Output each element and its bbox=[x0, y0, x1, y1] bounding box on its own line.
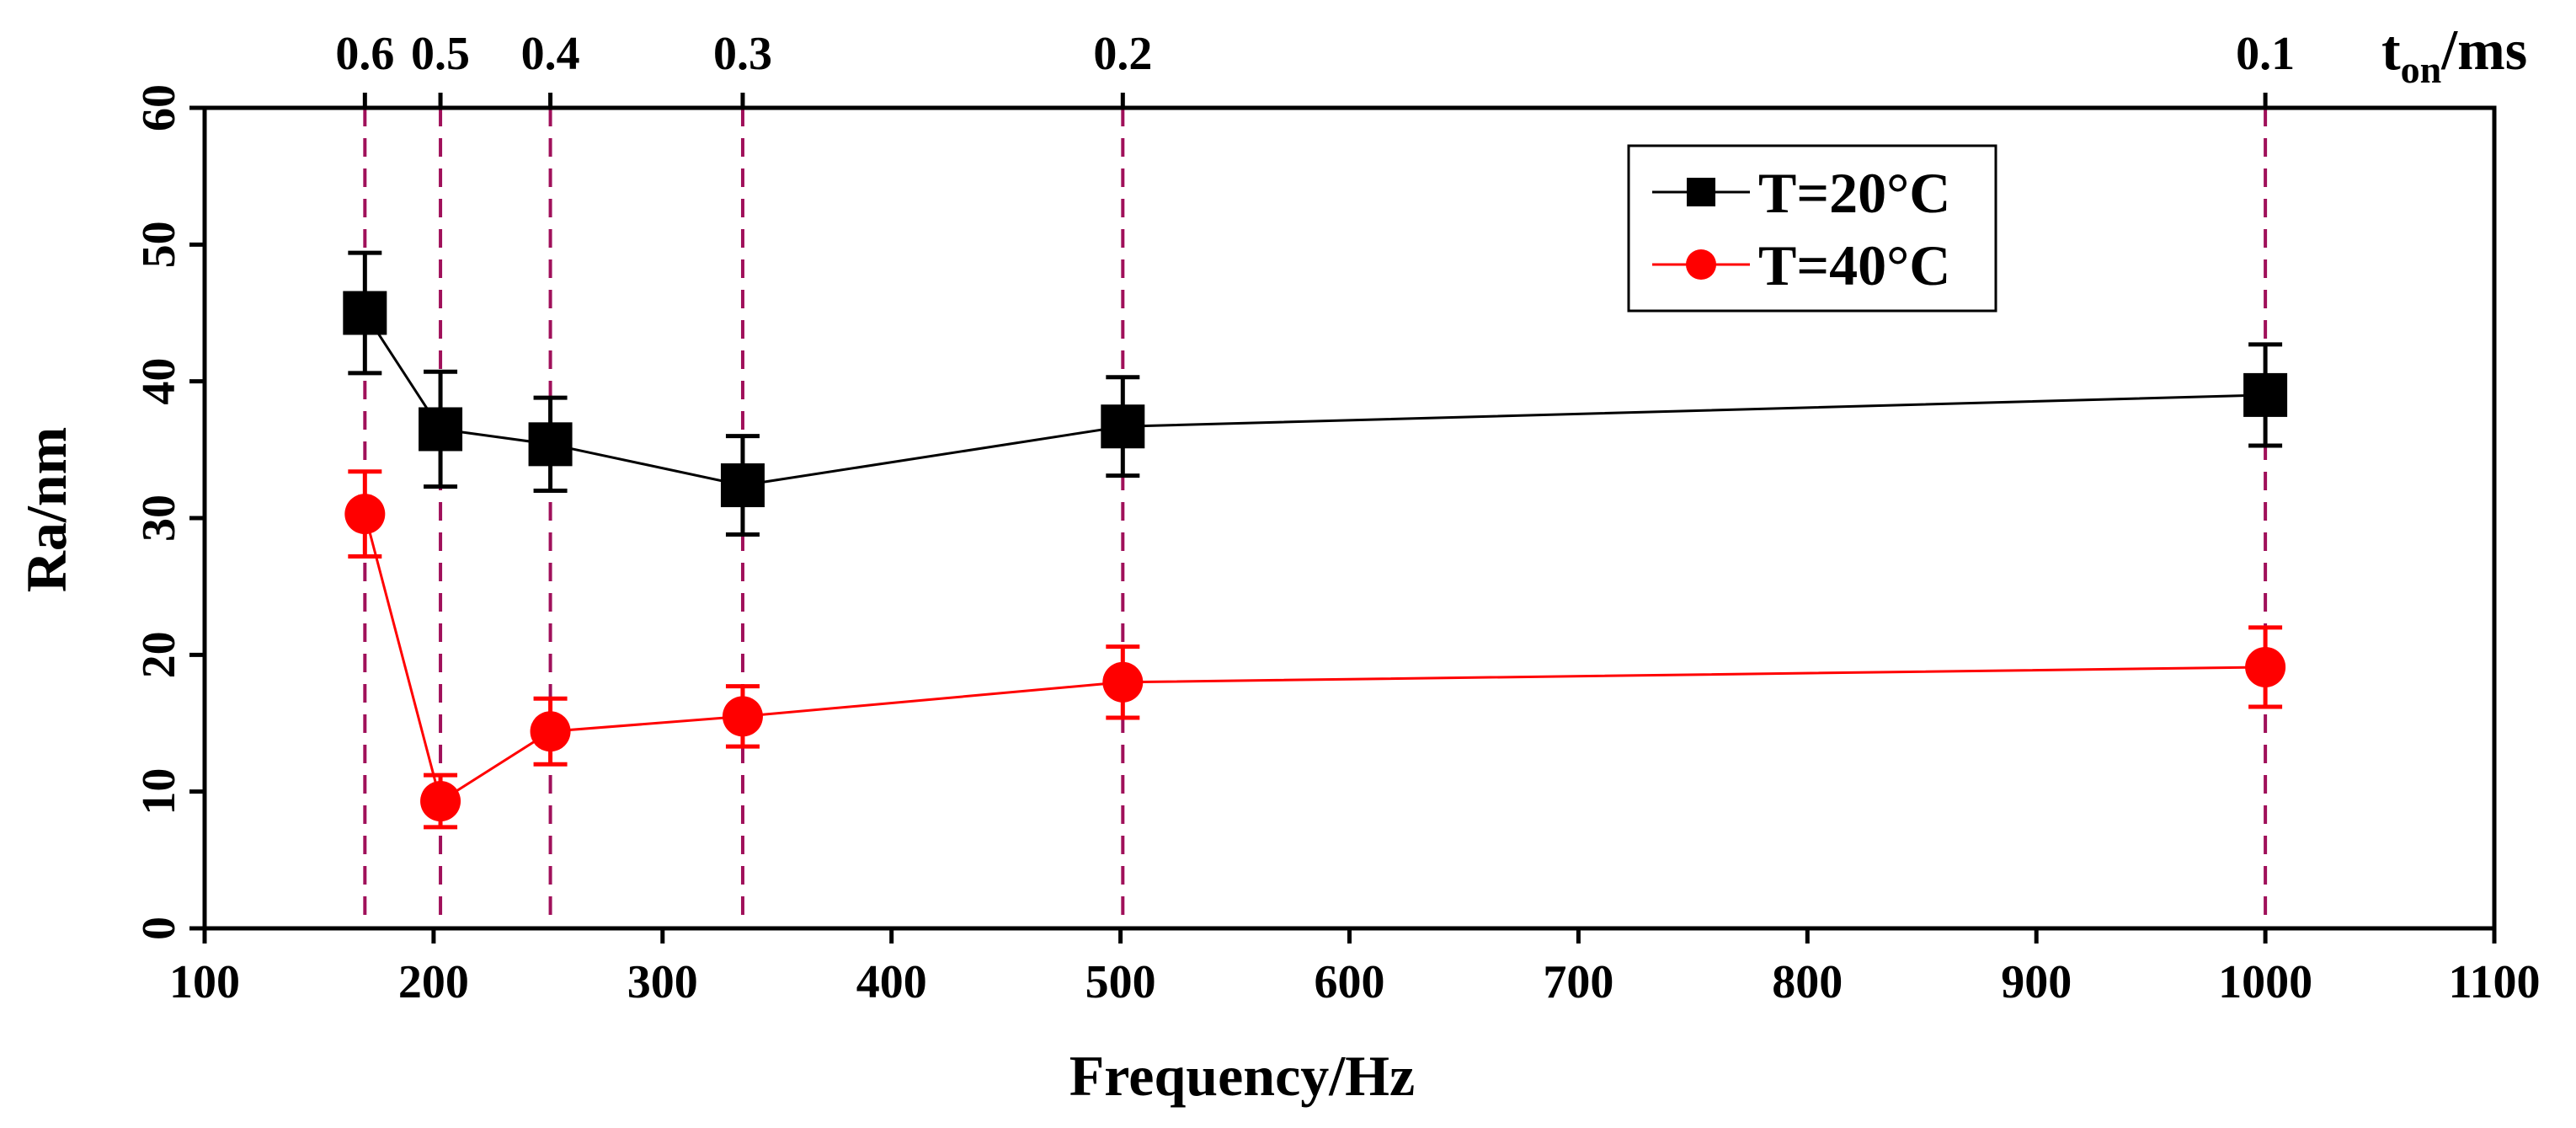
x-tick-label: 800 bbox=[1772, 956, 1843, 1008]
ticks: 100 200 300 400 500 600 700 800 900 1000 1100 0 10 20… bbox=[133, 84, 2540, 1008]
data-point bbox=[343, 291, 387, 335]
y-tick-label: 30 bbox=[133, 495, 185, 542]
y-tick-label: 10 bbox=[133, 768, 185, 815]
legend-label-20c: T=20°C bbox=[1758, 161, 1950, 225]
top-axis-title-main: t bbox=[2381, 18, 2401, 82]
y-tick-label: 50 bbox=[133, 221, 185, 268]
data-point bbox=[528, 422, 573, 467]
y-axis-title: Ra/nm bbox=[14, 427, 78, 592]
guide-lines bbox=[363, 108, 2268, 928]
y-tick-label: 20 bbox=[133, 631, 185, 678]
top-axis-title: ton/ms bbox=[2381, 18, 2527, 91]
top-tick-label: 0.1 bbox=[2236, 28, 2295, 80]
data-point bbox=[722, 696, 763, 737]
legend-marker-20c bbox=[1687, 178, 1715, 206]
series-0 bbox=[343, 250, 2288, 537]
x-tick-label: 700 bbox=[1543, 956, 1613, 1008]
x-axis-title: Frequency/Hz bbox=[1069, 1044, 1415, 1108]
data-point bbox=[2243, 372, 2288, 417]
top-tick-label: 0.3 bbox=[713, 28, 772, 80]
top-axis: 0.6 0.5 0.4 0.3 0.2 0.1 bbox=[335, 28, 2295, 108]
x-tick-label: 900 bbox=[2001, 956, 2072, 1008]
y-tick-label: 60 bbox=[133, 84, 185, 131]
x-tick-label: 1100 bbox=[2449, 956, 2541, 1008]
x-tick-label: 600 bbox=[1315, 956, 1385, 1008]
data-point bbox=[419, 407, 463, 452]
legend: T=20°C T=40°C bbox=[1627, 144, 1997, 313]
top-axis-title-unit: /ms bbox=[2440, 18, 2527, 82]
series-layer bbox=[343, 250, 2288, 830]
y-tick-label: 0 bbox=[133, 917, 185, 940]
series-1 bbox=[344, 469, 2286, 830]
y-tick-label: 40 bbox=[133, 358, 185, 405]
series-line bbox=[363, 513, 2266, 804]
legend-marker-40c bbox=[1686, 249, 1716, 280]
data-point bbox=[720, 463, 765, 508]
series-line bbox=[364, 312, 2266, 487]
axes bbox=[202, 105, 2497, 931]
x-tick-label: 1000 bbox=[2218, 956, 2312, 1008]
x-tick-label: 200 bbox=[398, 956, 469, 1008]
data-point bbox=[1102, 661, 1144, 703]
data-point bbox=[1101, 404, 1145, 449]
data-point bbox=[2245, 646, 2286, 687]
plot-frame bbox=[202, 105, 2497, 931]
data-point bbox=[530, 711, 571, 752]
x-tick-label: 400 bbox=[856, 956, 927, 1008]
legend-label-40c: T=40°C bbox=[1758, 233, 1950, 297]
x-tick-label: 300 bbox=[627, 956, 698, 1008]
top-tick-label: 0.2 bbox=[1093, 28, 1152, 80]
legend-box bbox=[1627, 144, 1997, 313]
x-tick-label: 500 bbox=[1085, 956, 1156, 1008]
top-axis-title-sub: on bbox=[2401, 48, 2442, 91]
x-tick-label: 100 bbox=[169, 956, 240, 1008]
top-tick-label: 0.5 bbox=[411, 28, 470, 80]
top-tick-label: 0.4 bbox=[521, 28, 580, 80]
data-point bbox=[420, 781, 461, 822]
data-point bbox=[344, 494, 386, 535]
top-tick-label: 0.6 bbox=[335, 28, 394, 80]
